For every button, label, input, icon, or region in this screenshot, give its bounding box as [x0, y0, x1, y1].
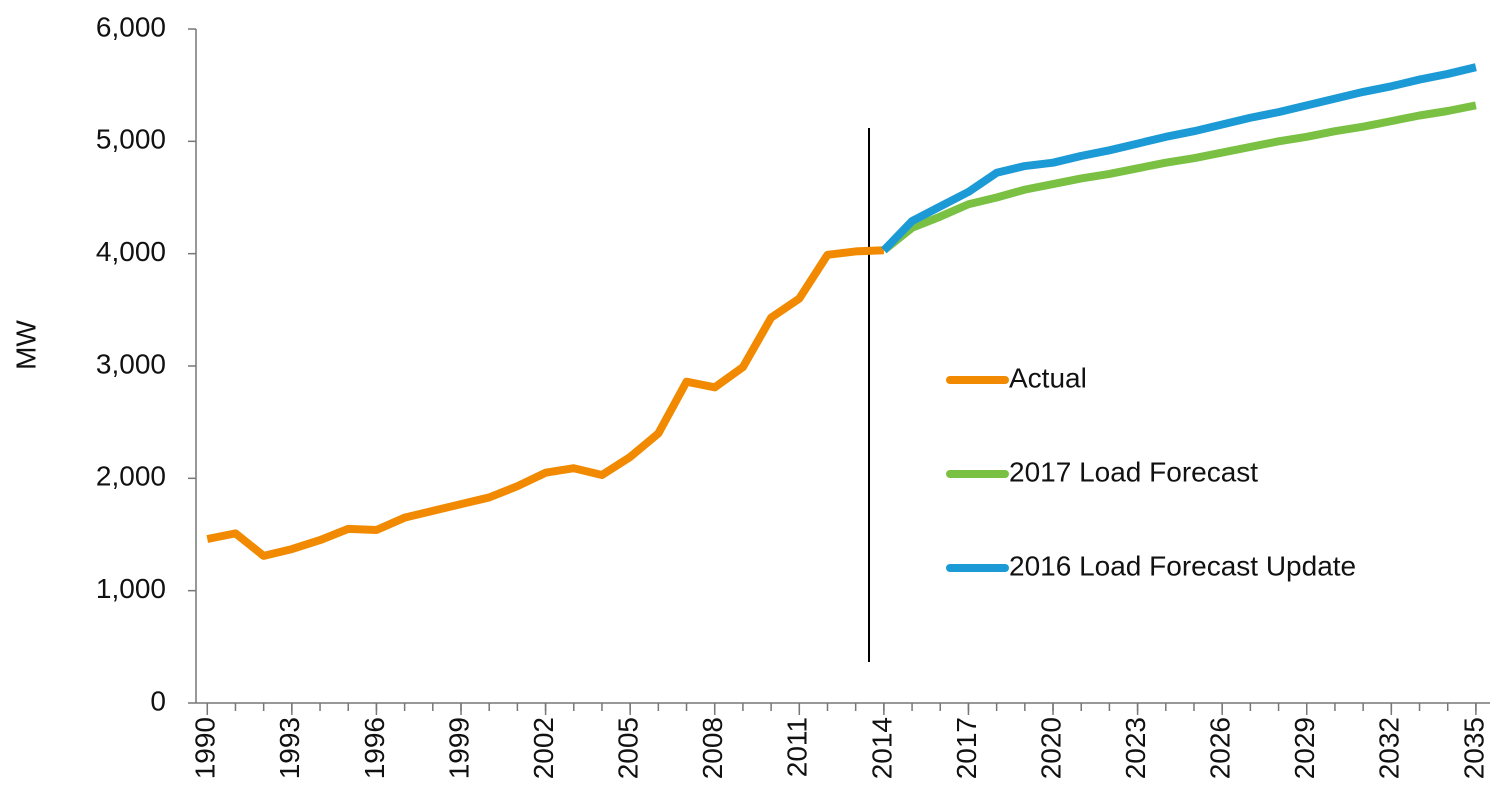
x-tick-label: 2020: [1035, 717, 1066, 779]
x-tick-label: 2005: [613, 717, 644, 779]
x-tick-label: 2035: [1458, 717, 1489, 779]
data-line: [881, 101, 1477, 254]
y-tick-label: 1,000: [96, 573, 166, 604]
x-tick-label: 2029: [1289, 717, 1320, 779]
x-tick-label: 2032: [1374, 717, 1405, 779]
x-tick-label: 2026: [1205, 717, 1236, 779]
x-tick-label: 1990: [190, 717, 221, 779]
y-tick-label: 3,000: [96, 348, 166, 379]
y-tick-label: 6,000: [96, 11, 166, 42]
legend-label: 2017 Load Forecast: [1009, 456, 1258, 487]
x-tick-label: 1993: [274, 717, 305, 779]
x-tick-label: 1996: [359, 717, 390, 779]
x-tick-label: 2008: [697, 717, 728, 779]
legend-label: Actual: [1009, 362, 1087, 393]
x-tick-label: 2011: [782, 717, 813, 777]
x-tick-label: 2014: [866, 717, 897, 779]
data-line: [206, 246, 885, 560]
x-tick-label: 2017: [951, 717, 982, 779]
x-tick-label: 2002: [528, 717, 559, 779]
y-tick-label: 5,000: [96, 124, 166, 155]
y-tick-label: 0: [150, 685, 166, 716]
y-axis-label: MW: [10, 320, 41, 370]
y-tick-label: 4,000: [96, 236, 166, 267]
data-line: [881, 63, 1477, 254]
y-tick-label: 2,000: [96, 461, 166, 492]
x-tick-label: 1999: [443, 717, 474, 779]
x-tick-label: 2023: [1120, 717, 1151, 779]
legend-label: 2016 Load Forecast Update: [1009, 550, 1356, 581]
